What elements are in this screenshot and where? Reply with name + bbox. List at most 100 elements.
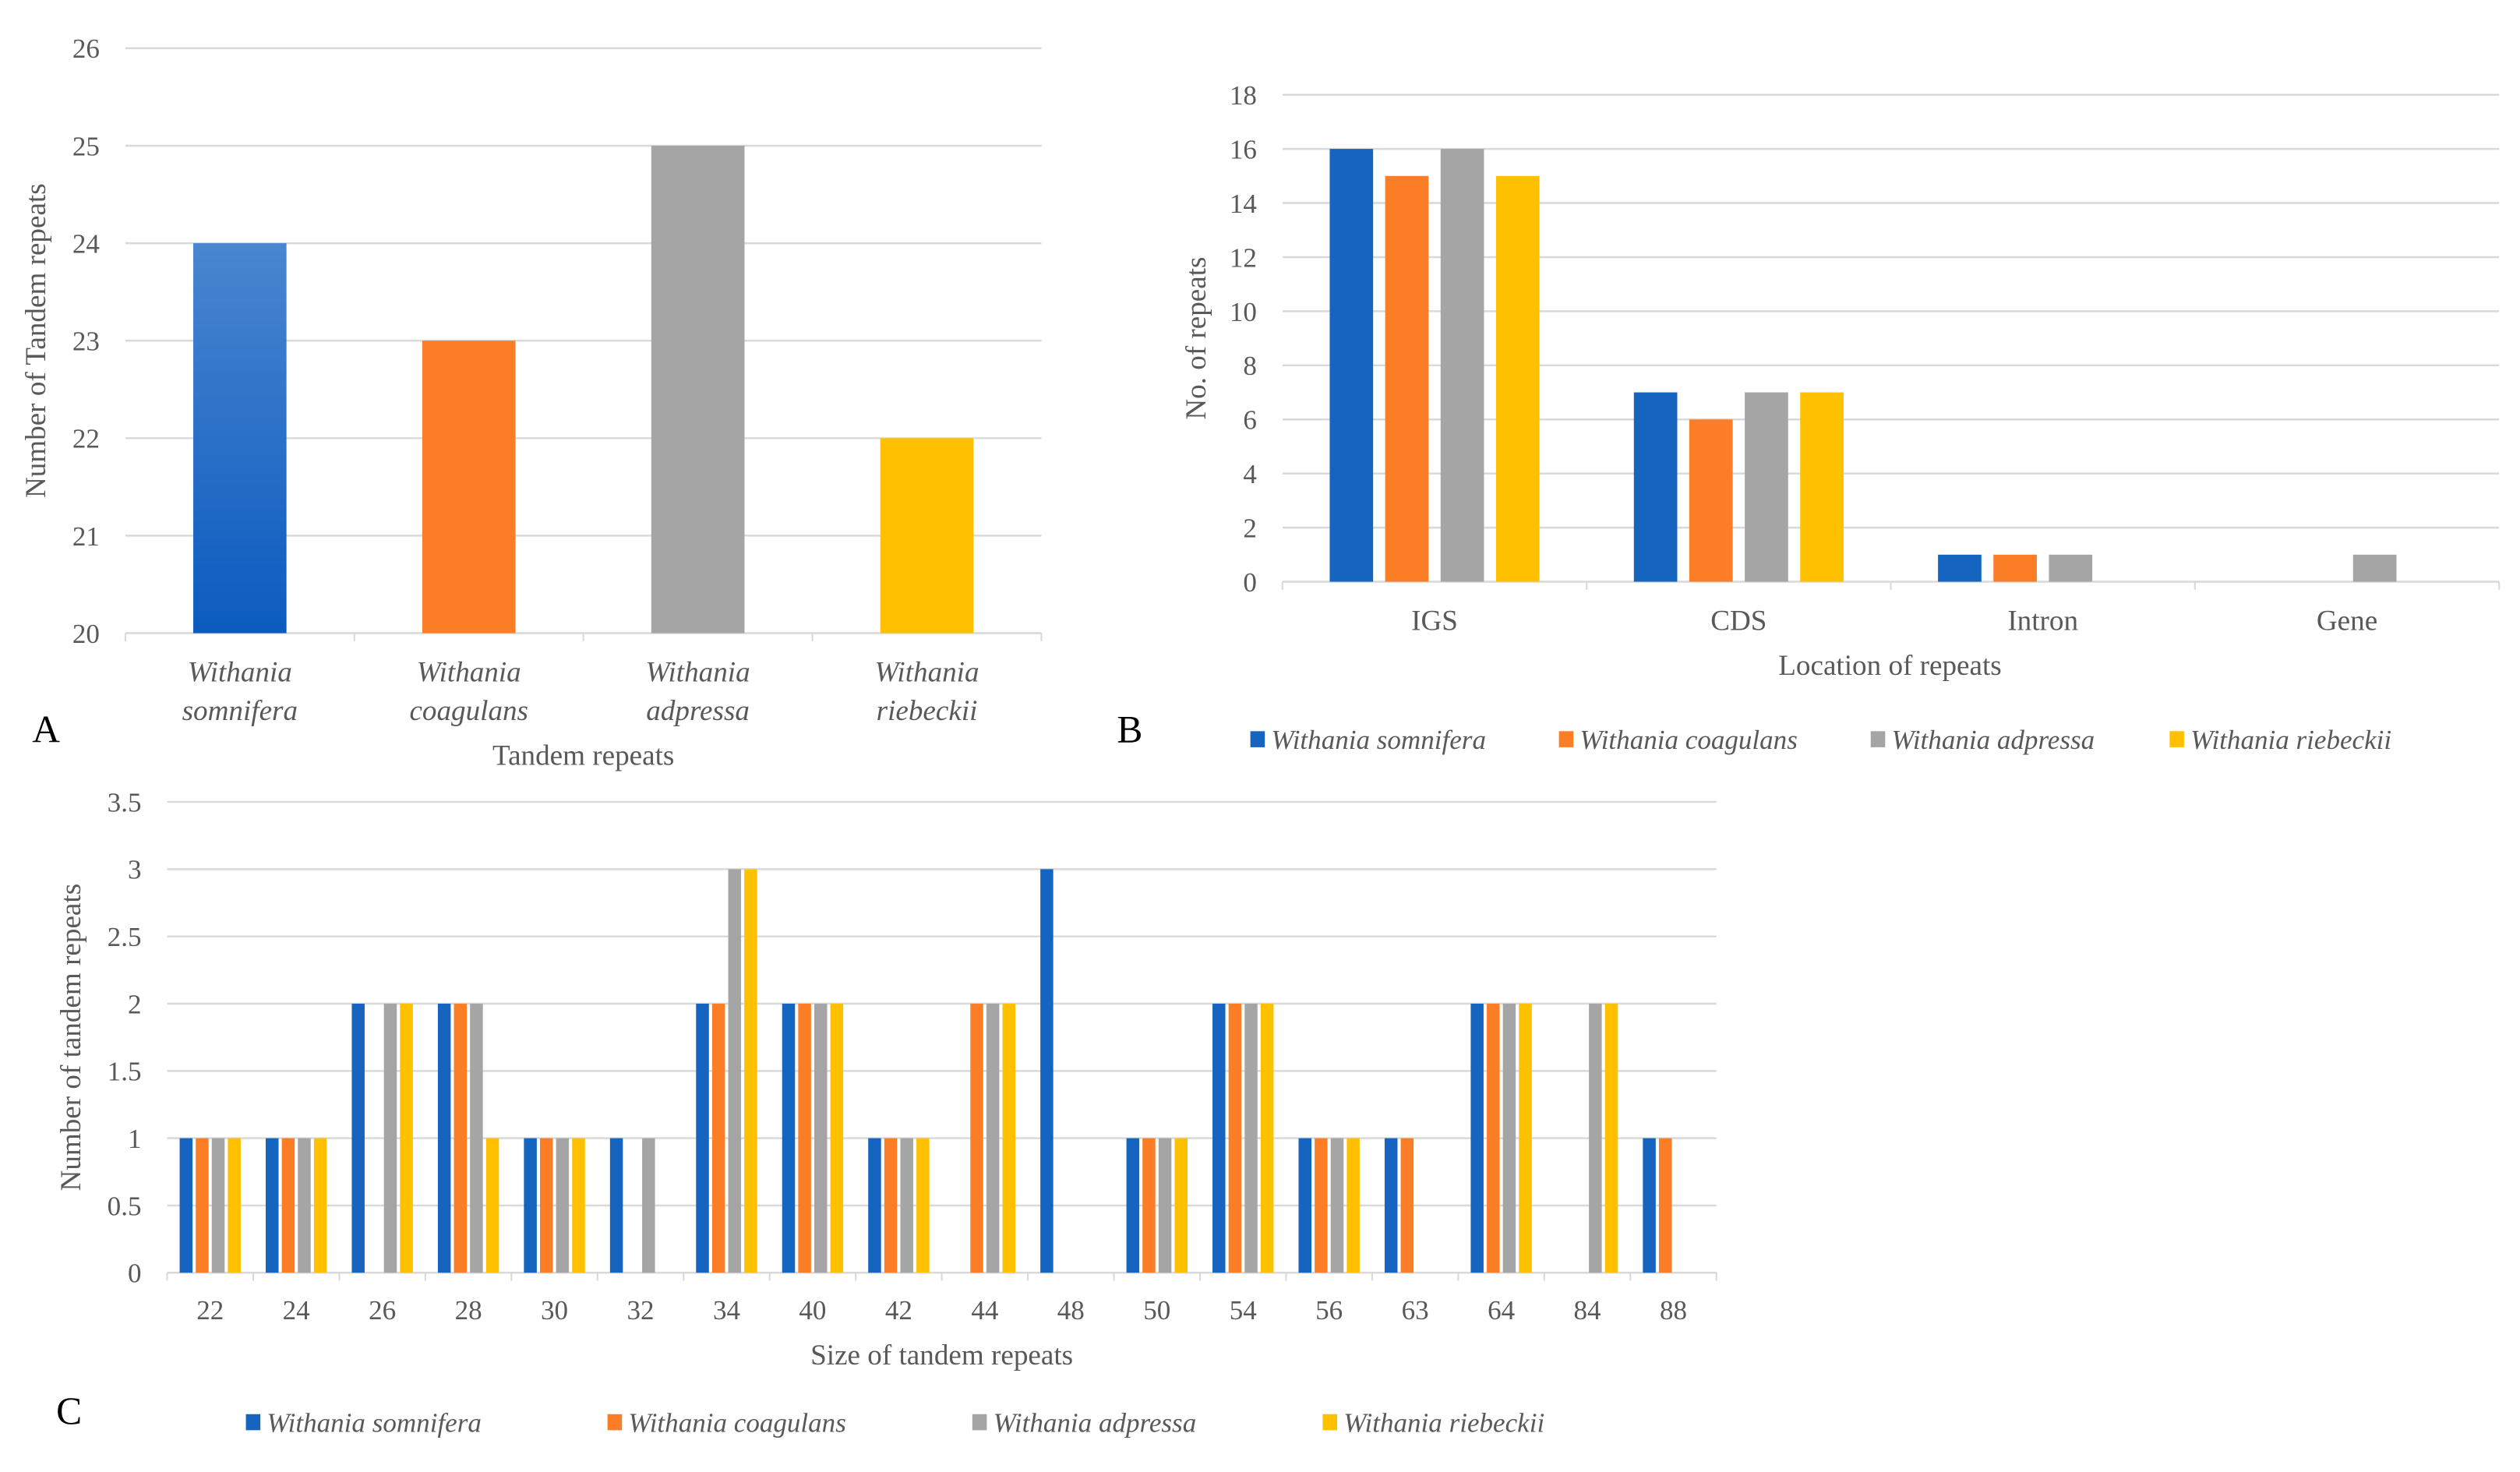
x-tick-label: 84: [1574, 1295, 1601, 1326]
bar-riebeckii-26: [400, 1004, 413, 1273]
x-tick-label: Withania: [646, 656, 750, 688]
bar-adpressa-50: [1158, 1138, 1172, 1273]
y-tick-label: 3.5: [108, 787, 142, 817]
bar-adpressa-54: [1244, 1004, 1258, 1273]
bar-somnifera-26: [351, 1004, 365, 1273]
bar-somnifera-48: [1040, 869, 1054, 1273]
y-tick-label: 14: [1230, 189, 1257, 219]
x-tick-label: 88: [1660, 1295, 1687, 1326]
bar-coagulans-Intron: [1993, 554, 2037, 582]
bar-somnifera-CDS: [1633, 392, 1678, 582]
bar-somnifera-88: [1643, 1138, 1656, 1273]
y-tick-label: 24: [72, 228, 100, 259]
x-tick-label: coagulans: [409, 695, 528, 727]
y-tick-label: 0.5: [108, 1191, 142, 1221]
bar-coagulans: [422, 341, 516, 634]
x-tick-label: 30: [541, 1295, 568, 1326]
panel-label-b: B: [1117, 708, 1142, 751]
bar-adpressa-44: [986, 1004, 1000, 1273]
legend-swatch-adpressa: [1870, 731, 1886, 747]
x-tick-label: riebeckii: [877, 695, 978, 727]
bar-somnifera-54: [1212, 1004, 1226, 1273]
bar-adpressa-26: [383, 1004, 397, 1273]
bar-coagulans-44: [970, 1004, 983, 1273]
bar-coagulans-42: [884, 1138, 898, 1273]
bar-somnifera-42: [868, 1138, 881, 1273]
legend-swatch-coagulans: [1558, 731, 1574, 747]
x-tick-label: 48: [1057, 1295, 1085, 1326]
x-tick-label: somnifera: [182, 695, 298, 727]
bar-riebeckii-54: [1260, 1004, 1274, 1273]
y-tick-label: 26: [72, 34, 100, 64]
y-tick-label: 21: [72, 521, 100, 552]
legend-item: Withania coagulans: [628, 1407, 845, 1438]
bar-riebeckii-24: [313, 1138, 327, 1273]
x-tick-label: 50: [1143, 1295, 1170, 1326]
x-tick-label: Gene: [2317, 605, 2377, 637]
x-tick-label: 44: [971, 1295, 998, 1326]
y-tick-label: 1.5: [108, 1057, 142, 1087]
legend-item: Withania coagulans: [1579, 725, 1797, 755]
bar-coagulans-40: [798, 1004, 811, 1273]
y-tick-label: 3: [128, 855, 142, 885]
y-tick-label: 2.5: [108, 922, 142, 952]
y-axis-title: Number of tandem repeats: [55, 884, 87, 1191]
x-tick-label: IGS: [1411, 605, 1458, 637]
x-tick-label: 64: [1488, 1295, 1515, 1326]
bar-adpressa-84: [1589, 1004, 1602, 1273]
bar-coagulans-28: [454, 1004, 468, 1273]
y-tick-label: 4: [1243, 459, 1257, 489]
panel-label-c: C: [56, 1389, 82, 1432]
x-tick-label: 56: [1315, 1295, 1343, 1326]
bar-coagulans-54: [1228, 1004, 1242, 1273]
bar-adpressa-64: [1502, 1004, 1516, 1273]
bar-somnifera-22: [179, 1138, 193, 1273]
bar-somnifera-28: [437, 1004, 451, 1273]
bar-riebeckii-30: [572, 1138, 585, 1273]
bar-adpressa-56: [1330, 1138, 1344, 1273]
x-axis-title: Location of repeats: [1778, 650, 2001, 682]
bar-adpressa-IGS: [1440, 149, 1484, 582]
y-tick-label: 16: [1230, 134, 1257, 164]
bar-riebeckii-IGS: [1495, 175, 1540, 582]
bar-somnifera-64: [1470, 1004, 1484, 1273]
bar-adpressa-32: [642, 1138, 655, 1273]
x-tick-label: 26: [369, 1295, 396, 1326]
bar-adpressa-Intron: [2049, 554, 2093, 582]
y-tick-label: 0: [128, 1258, 142, 1289]
x-tick-label: 24: [283, 1295, 310, 1326]
legend-item: Withania adpressa: [994, 1407, 1197, 1438]
bar-somnifera-40: [782, 1004, 796, 1273]
bar-somnifera-Intron: [1938, 554, 1982, 582]
y-axis-title: Number of Tandem repeats: [20, 183, 52, 498]
x-tick-label: Withania: [875, 656, 979, 688]
x-tick-label: Withania: [417, 656, 521, 688]
x-tick-label: 28: [455, 1295, 482, 1326]
y-tick-label: 10: [1230, 297, 1257, 327]
x-tick-label: 54: [1230, 1295, 1257, 1326]
bar-riebeckii-22: [228, 1138, 241, 1273]
bar-somnifera-30: [524, 1138, 537, 1273]
bar-coagulans-24: [281, 1138, 295, 1273]
bar-coagulans-22: [196, 1138, 209, 1273]
legend-swatch-somnifera: [1250, 731, 1265, 747]
bar-riebeckii-40: [830, 1004, 844, 1273]
y-tick-label: 23: [72, 327, 100, 357]
legend-item: Withania riebeckii: [2190, 725, 2391, 755]
x-tick-label: 42: [885, 1295, 912, 1326]
bar-riebeckii-44: [1002, 1004, 1016, 1273]
x-tick-label: CDS: [1710, 605, 1766, 637]
bar-riebeckii-50: [1174, 1138, 1188, 1273]
bar-adpressa: [651, 145, 745, 634]
chart-b: 0 2 4 6 8 10 12 14 16 18 No. of repeats Location of…: [1181, 80, 2501, 755]
y-tick-label: 6: [1243, 405, 1257, 436]
bar-riebeckii-84: [1604, 1004, 1618, 1273]
bar-riebeckii-34: [744, 869, 757, 1273]
x-tick-label: 40: [799, 1295, 826, 1326]
bar-somnifera-50: [1126, 1138, 1140, 1273]
bar-adpressa-30: [556, 1138, 570, 1273]
legend-item: Withania somnifera: [266, 1407, 482, 1438]
bar-somnifera-56: [1298, 1138, 1311, 1273]
bar-coagulans-63: [1400, 1138, 1414, 1273]
bar-adpressa-34: [728, 869, 742, 1273]
